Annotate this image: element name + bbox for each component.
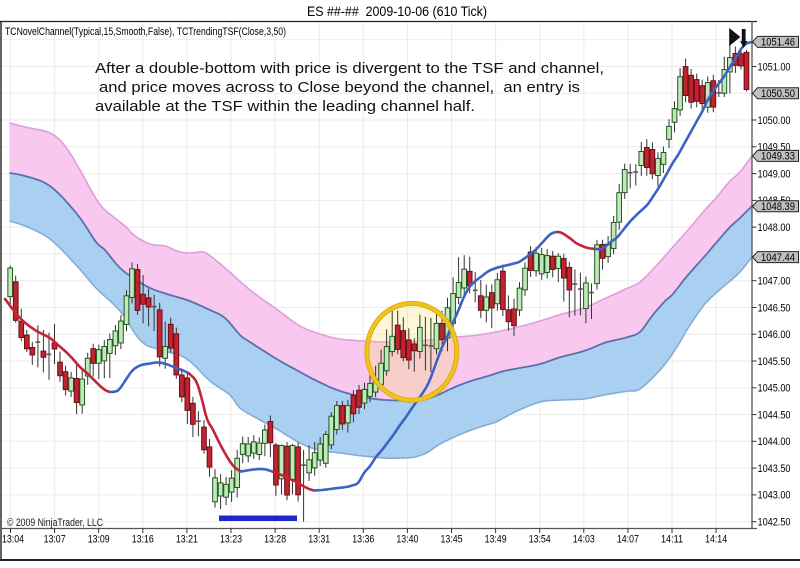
svg-text:1043.50: 1043.50 [758, 463, 791, 475]
svg-text:TCNovelChannel(Typical,15,Smoo: TCNovelChannel(Typical,15,Smooth,False),… [5, 26, 286, 38]
svg-text:13:07: 13:07 [44, 534, 66, 546]
svg-text:1046.00: 1046.00 [758, 329, 791, 341]
svg-text:13:23: 13:23 [220, 534, 242, 546]
svg-text:available at the TSF within th: available at the TSF within the leading … [95, 99, 475, 115]
svg-text:13:45: 13:45 [441, 534, 463, 546]
svg-text:13:28: 13:28 [264, 534, 286, 546]
svg-text:13:36: 13:36 [352, 534, 374, 546]
svg-text:13:21: 13:21 [176, 534, 198, 546]
svg-text:14:14: 14:14 [705, 534, 727, 546]
svg-text:13:40: 13:40 [396, 534, 418, 546]
svg-text:© 2009 NinjaTrader, LLC: © 2009 NinjaTrader, LLC [7, 517, 103, 529]
svg-text:13:09: 13:09 [88, 534, 110, 546]
svg-text:1045.00: 1045.00 [758, 383, 791, 395]
svg-text:14:11: 14:11 [661, 534, 683, 546]
svg-text:1051.46: 1051.46 [761, 37, 795, 49]
svg-text:1044.50: 1044.50 [758, 409, 791, 421]
svg-text:13:54: 13:54 [529, 534, 551, 546]
svg-text:1044.00: 1044.00 [758, 436, 791, 448]
svg-text:1042.50: 1042.50 [758, 517, 791, 529]
svg-text:13:16: 13:16 [132, 534, 154, 546]
svg-text:1045.50: 1045.50 [758, 356, 791, 368]
svg-text:14:07: 14:07 [617, 534, 639, 546]
svg-text:1049.00: 1049.00 [758, 168, 791, 180]
svg-text:and price moves across to Clos: and price moves across to Close beyond t… [99, 80, 580, 96]
svg-text:13:04: 13:04 [2, 534, 24, 546]
svg-text:14:03: 14:03 [573, 534, 595, 546]
svg-text:1050.50: 1050.50 [761, 88, 795, 100]
svg-text:1050.00: 1050.00 [758, 115, 791, 127]
svg-text:1048.39: 1048.39 [761, 201, 795, 213]
svg-text:1046.50: 1046.50 [758, 302, 791, 314]
svg-text:1049.33: 1049.33 [761, 151, 795, 163]
svg-text:ES ##-## 2009-10-06 (610 Tick: ES ##-## 2009-10-06 (610 Tick) [307, 4, 487, 19]
svg-text:After a double-bottom with pri: After a double-bottom with price is dive… [95, 61, 604, 77]
svg-text:13:49: 13:49 [485, 534, 507, 546]
svg-text:1051.00: 1051.00 [758, 61, 791, 73]
svg-text:1047.00: 1047.00 [758, 276, 791, 288]
svg-text:13:31: 13:31 [308, 534, 330, 546]
svg-text:1043.00: 1043.00 [758, 490, 791, 502]
svg-text:1047.44: 1047.44 [761, 252, 795, 264]
svg-text:1048.00: 1048.00 [758, 222, 791, 234]
